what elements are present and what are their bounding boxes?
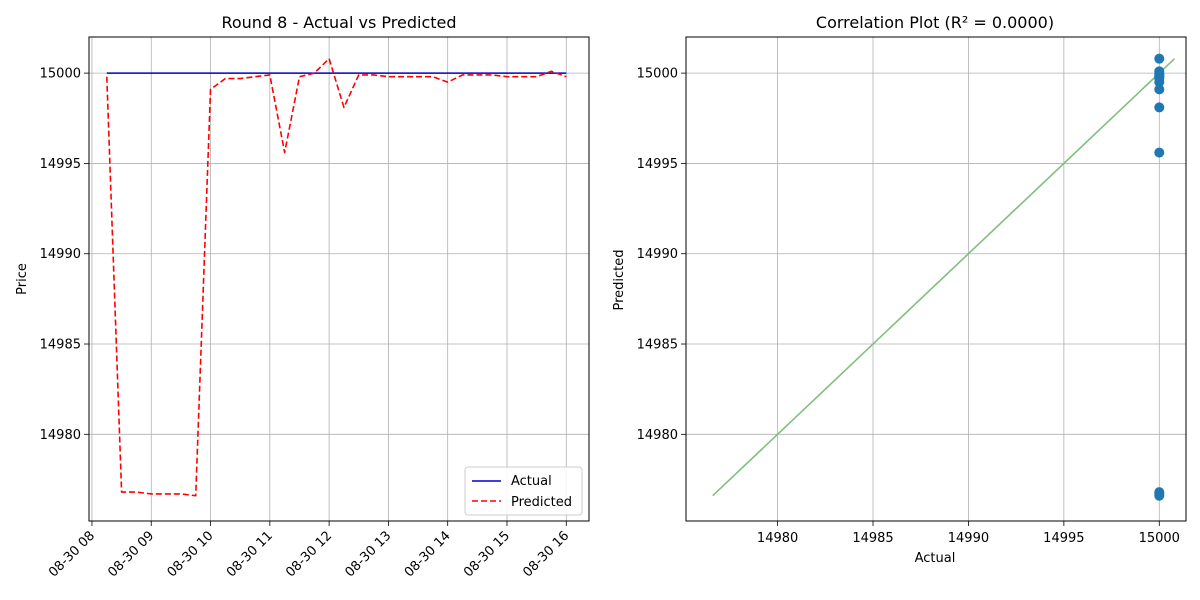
y-tick-label: 14980 [637, 428, 678, 443]
y-tick-label: 14995 [637, 157, 678, 172]
scatter-point [1154, 84, 1165, 95]
scatter-point [1154, 69, 1165, 80]
y-tick-label: 14980 [40, 428, 81, 443]
scatter-chart-frame [685, 36, 1187, 522]
scatter-point [1154, 147, 1165, 158]
legend-box [464, 466, 583, 516]
scatter-chart-grid [686, 37, 1186, 521]
x-tick-label: 14990 [948, 531, 989, 546]
y-tick-label: 14995 [40, 157, 81, 172]
scatter-point [1154, 490, 1165, 501]
x-tick-label: 14995 [1043, 531, 1084, 546]
scatter-chart-ticks: 14980 14985 14990 14995 15000 14980 14985 14990… [637, 67, 1180, 546]
y-tick-label: 15000 [637, 67, 678, 82]
y-tick-label: 14990 [40, 247, 81, 262]
line-chart-frame [88, 36, 590, 522]
reference-line [712, 58, 1176, 497]
x-tick-label: 14980 [757, 531, 798, 546]
line-chart-ylabel: Price [15, 263, 30, 295]
line-chart-grid [89, 37, 589, 521]
scatter-chart-title: Correlation Plot (R² = 0.0000) [816, 13, 1054, 32]
x-tick-label: 14985 [852, 531, 893, 546]
scatter-point [1154, 53, 1165, 64]
y-tick-label: 14985 [637, 338, 678, 353]
scatter-chart: Correlation Plot (R² = 0.0000) 14980 1498… [612, 13, 1187, 566]
line-chart-title: Round 8 - Actual vs Predicted [221, 13, 456, 32]
y-tick-label: 14990 [637, 247, 678, 262]
scatter-chart-xlabel: Actual [915, 551, 956, 566]
legend-predicted-label: Predicted [511, 495, 572, 510]
scatter-chart-series [712, 53, 1176, 501]
line-chart-legend: Actual Predicted [464, 466, 583, 516]
scatter-point [1154, 102, 1165, 113]
legend-actual-label: Actual [511, 474, 552, 489]
scatter-chart-ylabel: Predicted [612, 249, 627, 310]
series-line-predicted [105, 57, 567, 497]
y-tick-label: 14985 [40, 338, 81, 353]
x-tick-label: 15000 [1139, 531, 1180, 546]
y-tick-label: 15000 [40, 67, 81, 82]
line-chart-series [105, 57, 567, 497]
